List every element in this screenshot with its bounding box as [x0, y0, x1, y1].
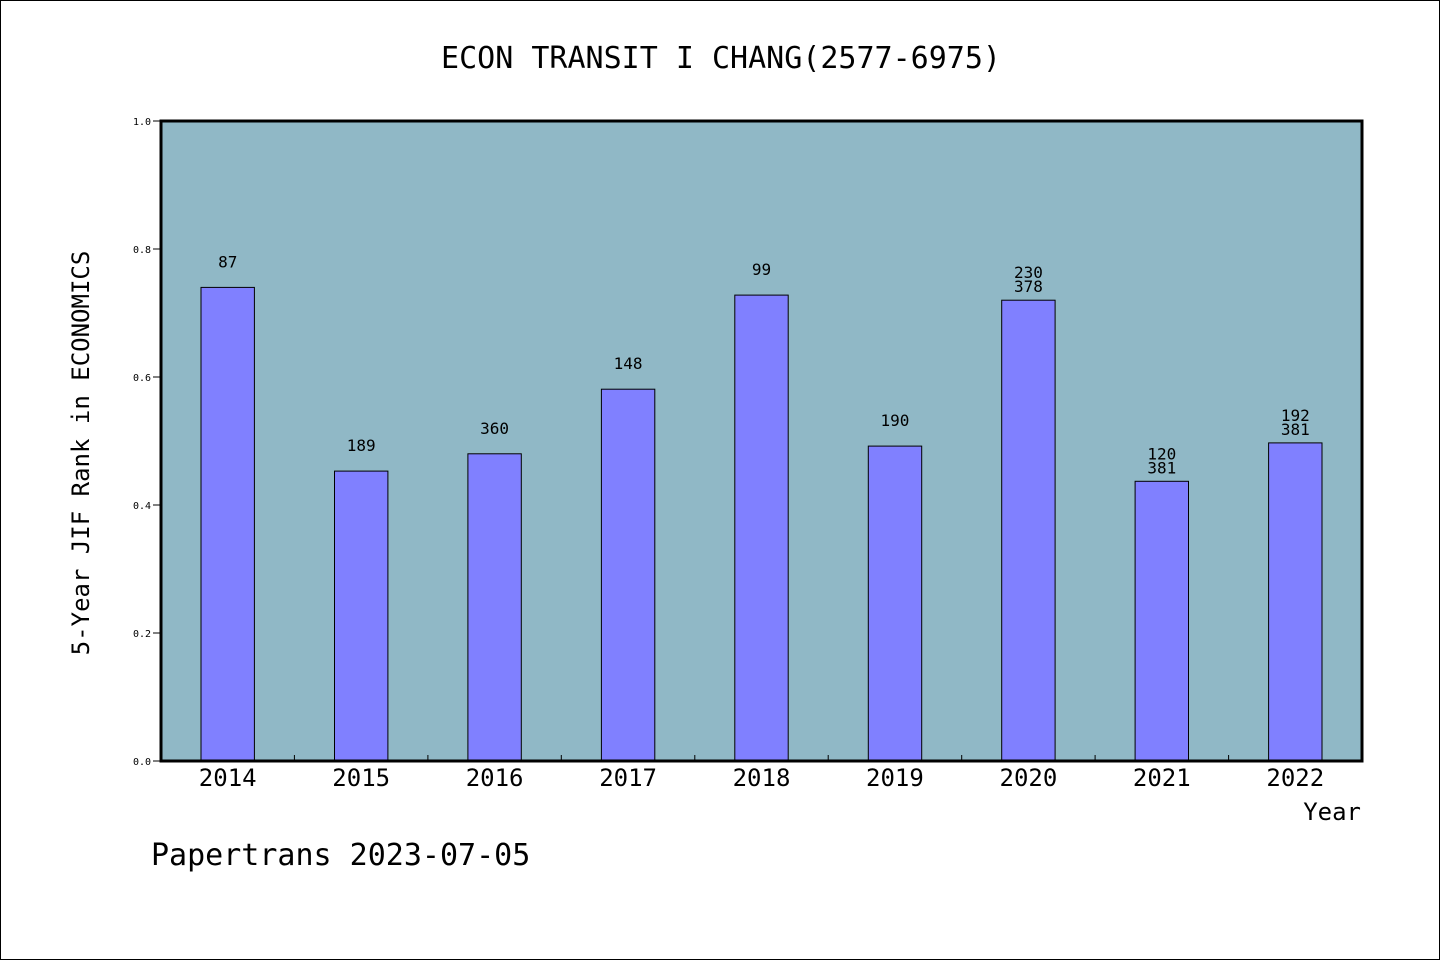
- x-tick-label-2022: 2022: [1266, 764, 1324, 792]
- bar-label-2021-1: 120: [1147, 444, 1176, 463]
- bar-label-2020-1: 230: [1014, 263, 1043, 282]
- y-tick-label-0.2: 0.2: [133, 629, 151, 640]
- bar-label-2022-1: 192: [1281, 406, 1310, 425]
- bar-label-2016-1: 360: [480, 419, 509, 438]
- x-tick-label-2015: 2015: [332, 764, 390, 792]
- bar-2020: [1001, 299, 1056, 762]
- x-axis-ticks: 2014 2015 2016 2017 2018 2019 2020 2021 2022: [199, 755, 1324, 792]
- bar-label-2015-1: 189: [347, 436, 376, 455]
- x-tick-label-2016: 2016: [466, 764, 524, 792]
- bar-label-2018-1: 99: [752, 260, 771, 279]
- bar-label-2022-2: 381: [1281, 420, 1310, 439]
- x-tick-label-2017: 2017: [599, 764, 657, 792]
- bar-2018: [734, 294, 789, 762]
- x-tick-label-2014: 2014: [199, 764, 257, 792]
- y-tick-label-0.4: 0.4: [133, 501, 151, 512]
- y-tick-label-0.8: 0.8: [133, 245, 151, 256]
- chart-title: ECON TRANSIT I CHANG(2577-6975): [441, 41, 1001, 76]
- x-axis-label: Year: [1303, 798, 1361, 826]
- y-tick-label-1.0: 1.0: [133, 117, 151, 128]
- bar-label-2019-1: 190: [880, 411, 909, 430]
- y-tick-label-0.6: 0.6: [133, 373, 151, 384]
- x-tick-label-2018: 2018: [733, 764, 791, 792]
- x-tick-label-2019: 2019: [866, 764, 924, 792]
- footer-watermark: Papertrans 2023-07-05: [151, 838, 530, 873]
- bars-group: [200, 286, 1323, 762]
- bar-2016: [467, 453, 522, 762]
- plot-border: [159, 119, 1364, 763]
- bar-2019: [867, 445, 923, 762]
- y-axis-label: 5-Year JIF Rank in ECONOMICS: [67, 251, 95, 656]
- bar-2017: [600, 388, 656, 762]
- x-tick-label-2020: 2020: [1000, 764, 1058, 792]
- y-axis-ticks: 0.0 0.2 0.4 0.6 0.8 1.0: [133, 117, 161, 768]
- bar-2014: [200, 286, 255, 762]
- bar-2022: [1268, 442, 1323, 762]
- bar-label-2014-1: 87: [218, 252, 237, 271]
- bar-label-2020-2: 378: [1014, 277, 1043, 296]
- bar-2021: [1134, 480, 1189, 762]
- y-tick-label-0.0: 0.0: [133, 757, 151, 768]
- bar-label-2017-1: 148: [614, 354, 643, 373]
- bar-2015: [334, 470, 389, 762]
- x-tick-label-2021: 2021: [1133, 764, 1191, 792]
- bar-label-2021-2: 381: [1147, 458, 1176, 477]
